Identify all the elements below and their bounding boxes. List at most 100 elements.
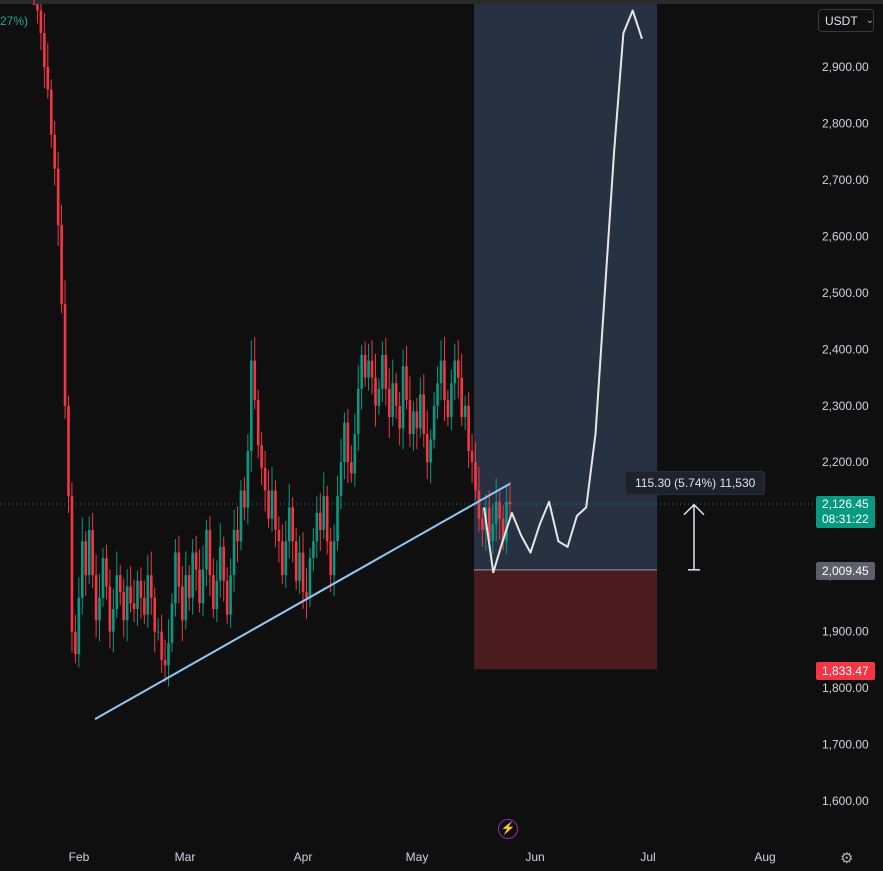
candle-body [508, 501, 512, 505]
candle-body [356, 388, 360, 434]
candle-body [481, 518, 484, 530]
current-price-label: 2,126.45 08:31:22 [816, 496, 875, 528]
candle-body [401, 366, 405, 429]
candle-body [139, 580, 143, 598]
candle-body [129, 586, 132, 604]
candle-body [63, 304, 67, 406]
candle-body [187, 575, 191, 598]
candle-body [363, 354, 367, 378]
y-tick-label: 1,600.00 [822, 794, 869, 808]
candle-body [246, 450, 250, 508]
candle-body [450, 383, 453, 418]
candle-body [170, 603, 174, 643]
candle-body [346, 422, 350, 463]
candle-body [312, 541, 315, 559]
candle-body [274, 490, 277, 530]
entry-price-label: 2,009.45 [816, 562, 875, 580]
candle-body [308, 558, 312, 598]
candle-body [391, 383, 395, 418]
x-tick-label: Apr [294, 850, 313, 864]
candle-body [419, 394, 422, 429]
candle-body [132, 603, 136, 610]
candle-body [184, 575, 188, 621]
y-tick-label: 2,500.00 [822, 286, 869, 300]
candle-body [270, 490, 274, 519]
candle-body [332, 541, 336, 576]
candle-body [291, 507, 294, 542]
candle-body [77, 597, 81, 655]
currency-label: USDT [825, 13, 858, 28]
y-tick-label: 1,700.00 [822, 738, 869, 752]
candle-body [263, 467, 267, 491]
candle-body [198, 569, 201, 604]
candle-body [439, 360, 443, 384]
candle-body [94, 575, 98, 621]
candle-body [318, 513, 322, 530]
candle-body [488, 507, 491, 542]
candle-body [412, 411, 415, 434]
top-border [0, 0, 883, 4]
candle-body [294, 541, 298, 581]
candle-body [474, 462, 477, 491]
candle-body [353, 434, 357, 474]
candle-body [415, 411, 419, 429]
candle-body [315, 513, 319, 542]
candle-body [236, 529, 239, 542]
lightning-icon[interactable]: ⚡ [498, 819, 518, 839]
candle-body [429, 439, 432, 463]
candle-body [387, 388, 391, 418]
candle-body [367, 360, 370, 378]
y-tick-label: 1,800.00 [822, 681, 869, 695]
candle-countdown: 08:31:22 [822, 512, 869, 526]
percent-change-indicator: 27%) [0, 14, 29, 28]
candle-body [256, 400, 260, 446]
candle-body [194, 552, 198, 570]
candle-body [67, 405, 70, 497]
candle-body [105, 558, 108, 587]
x-tick-label: Jun [525, 850, 544, 864]
gear-icon[interactable]: ⚙ [840, 850, 854, 867]
candle-body [32, 4, 36, 5]
candle-body [350, 462, 353, 474]
candle-body [432, 405, 436, 440]
candle-body [260, 445, 263, 468]
candle-body [463, 405, 467, 418]
y-tick-label: 2,800.00 [822, 116, 869, 130]
candle-body [181, 586, 184, 621]
candle-body [498, 501, 501, 519]
candle-body [174, 552, 177, 604]
candle-body [405, 366, 408, 401]
candle-body [167, 642, 170, 666]
x-tick-label: May [406, 850, 429, 864]
candle-body [87, 529, 91, 576]
candle-body [108, 586, 112, 632]
candle-body [98, 597, 101, 621]
x-tick-label: Mar [175, 850, 196, 864]
candle-body [446, 400, 450, 418]
x-tick-label: Aug [754, 850, 775, 864]
candle-body [360, 354, 363, 389]
chevron-down-icon: ⌄ [865, 15, 875, 26]
candle-body [36, 4, 39, 11]
loss-zone [474, 569, 657, 670]
measure-tooltip: 115.30 (5.74%) 11,530 [625, 471, 766, 495]
candle-body [394, 383, 398, 406]
candle-body [298, 552, 301, 581]
x-tick-label: Feb [69, 850, 90, 864]
candle-body [374, 377, 377, 406]
candle-body [277, 529, 281, 542]
candle-body [267, 490, 270, 519]
y-tick-label: 2,600.00 [822, 229, 869, 243]
candle-body [91, 529, 94, 576]
candle-body [239, 490, 243, 542]
candle-body [491, 524, 495, 542]
candle-body [229, 575, 232, 615]
candle-body [325, 496, 329, 542]
candle-body [146, 575, 150, 615]
candle-body [112, 609, 115, 632]
currency-selector[interactable]: USDT ⌄ [818, 9, 874, 32]
candle-body [287, 507, 291, 542]
candle-body [115, 575, 119, 610]
candle-body [153, 597, 157, 632]
